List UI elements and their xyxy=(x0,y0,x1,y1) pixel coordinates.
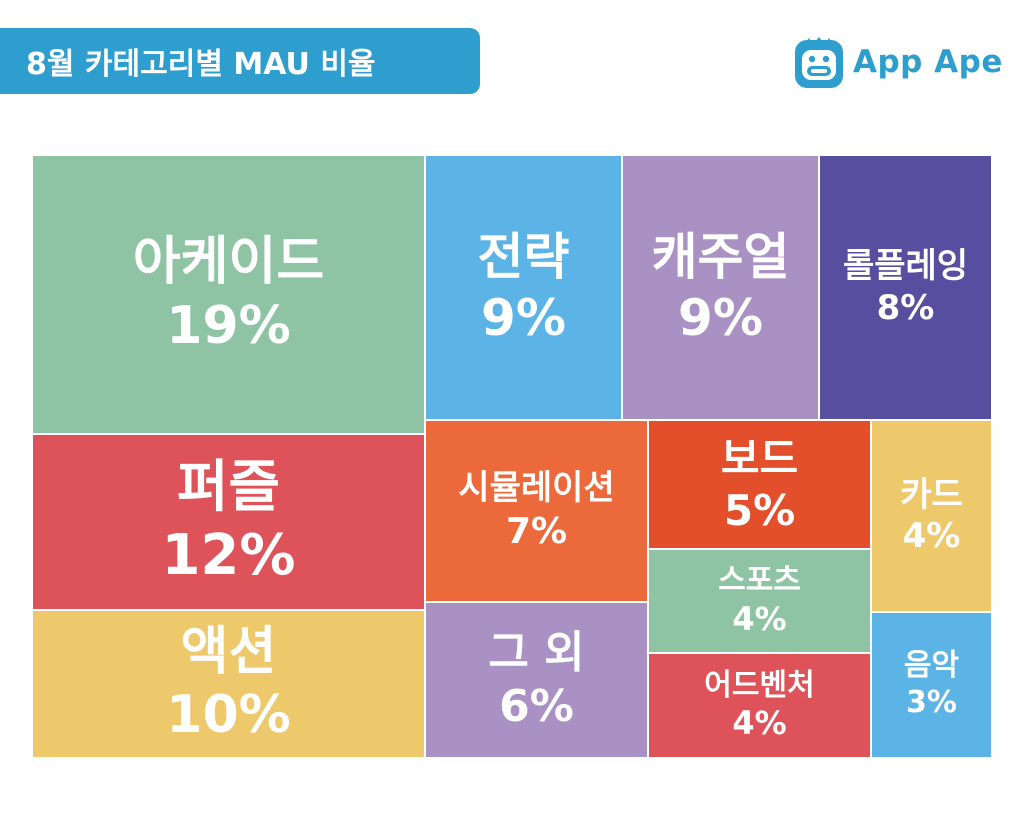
tile-label: 그 외 xyxy=(488,627,585,679)
treemap-tile: 액션 10% xyxy=(32,610,425,758)
treemap-tile: 그 외 6% xyxy=(425,602,648,758)
tile-value: 8% xyxy=(876,287,935,328)
page-title-text: 8월 카테고리별 MAU 비율 xyxy=(26,47,376,82)
treemap-tile: 카드 4% xyxy=(871,420,992,612)
tile-label: 보드 xyxy=(720,434,799,484)
tile-label: 어드벤처 xyxy=(704,667,815,703)
tile-value: 4% xyxy=(902,516,961,556)
treemap-tile: 롤플레잉 8% xyxy=(819,155,992,420)
tile-label: 시뮬레이션 xyxy=(458,468,615,509)
ape-face-icon xyxy=(795,37,843,88)
tile-value: 9% xyxy=(678,288,763,347)
tile-label: 전략 xyxy=(477,227,570,286)
tile-value: 7% xyxy=(505,510,568,552)
treemap-tile: 어드벤처 4% xyxy=(648,653,871,758)
treemap-tile: 아케이드 19% xyxy=(32,155,425,434)
tile-value: 6% xyxy=(499,681,574,732)
tile-label: 캐주얼 xyxy=(651,227,790,286)
tile-label: 스포츠 xyxy=(718,563,801,599)
tile-label: 퍼즐 xyxy=(176,454,281,520)
treemap-tile: 음악 3% xyxy=(871,612,992,758)
tile-label: 카드 xyxy=(900,474,963,515)
tile-label: 액션 xyxy=(180,621,277,682)
treemap-tile: 캐주얼 9% xyxy=(622,155,819,420)
tile-value: 19% xyxy=(166,295,291,356)
treemap-chart: 아케이드 19% 퍼즐 12% 액션 10% 전략 9% 캐주얼 9% 롤플레잉 8% 시뮬레이션 7% 그… xyxy=(32,155,992,758)
tile-value: 3% xyxy=(906,685,957,720)
tile-label: 롤플레잉 xyxy=(842,246,969,287)
page-title: 8월 카테고리별 MAU 비율 xyxy=(0,28,480,94)
tile-value: 4% xyxy=(732,599,787,638)
treemap-tile: 퍼즐 12% xyxy=(32,434,425,610)
tile-value: 4% xyxy=(732,704,787,743)
tile-value: 12% xyxy=(161,523,296,588)
treemap-tile: 스포츠 4% xyxy=(648,549,871,653)
tile-label: 아케이드 xyxy=(132,232,325,293)
brand: App Ape xyxy=(793,34,1003,90)
tile-value: 5% xyxy=(723,485,796,535)
tile-value: 9% xyxy=(481,288,566,347)
treemap-tile: 보드 5% xyxy=(648,420,871,549)
treemap-tile: 시뮬레이션 7% xyxy=(425,420,648,602)
tile-value: 10% xyxy=(166,685,291,745)
brand-name: App Ape xyxy=(853,44,1003,80)
treemap-tile: 전략 9% xyxy=(425,155,622,420)
tile-label: 음악 xyxy=(903,648,960,684)
